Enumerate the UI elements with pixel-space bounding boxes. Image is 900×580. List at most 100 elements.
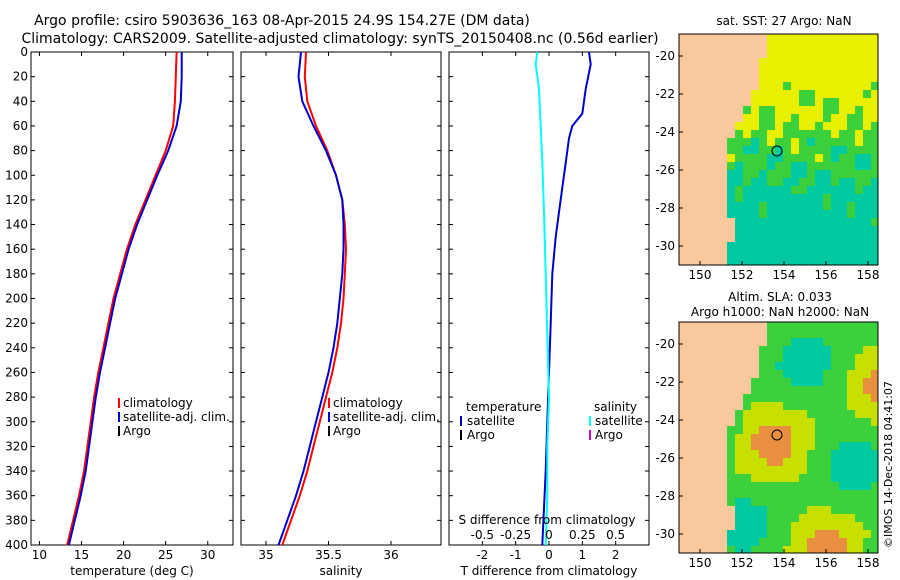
map-cell xyxy=(687,258,695,265)
map-cell xyxy=(799,338,807,346)
map-cell xyxy=(807,42,815,50)
map-cell xyxy=(847,74,855,82)
map-cell xyxy=(815,330,823,338)
map-cell xyxy=(719,450,727,458)
map-cell xyxy=(719,250,727,258)
map-cell xyxy=(871,66,878,74)
map-cell xyxy=(719,338,727,346)
map-cell xyxy=(727,114,735,122)
map-cell xyxy=(863,330,871,338)
map-cell xyxy=(727,90,735,98)
map-cell xyxy=(823,346,831,354)
map-cell xyxy=(695,450,703,458)
map-cell xyxy=(807,162,815,170)
map-cell xyxy=(679,178,687,186)
map-cell xyxy=(775,138,783,146)
map-cell xyxy=(799,90,807,98)
map-cell xyxy=(759,458,767,466)
map-cell xyxy=(775,522,783,530)
map-frame xyxy=(678,321,879,554)
map-cell xyxy=(719,138,727,146)
map-cell xyxy=(743,178,751,186)
map-cell xyxy=(767,338,775,346)
map-cell xyxy=(783,402,791,410)
y-tick-label: 100 xyxy=(5,168,28,182)
map-cell xyxy=(687,74,695,82)
map-cell xyxy=(727,506,735,514)
map-cell xyxy=(759,482,767,490)
map-cell xyxy=(775,490,783,498)
map-cell xyxy=(687,418,695,426)
map-cell xyxy=(695,370,703,378)
map-cell xyxy=(783,234,791,242)
map-cell xyxy=(847,106,855,114)
map-cell xyxy=(703,146,711,154)
map-cell xyxy=(863,322,871,330)
map-cell xyxy=(679,34,687,42)
map-cell xyxy=(767,138,775,146)
x-tick-label-secondary: 0.25 xyxy=(569,528,596,542)
map-cell xyxy=(695,170,703,178)
map-cell xyxy=(791,466,799,474)
map-cell xyxy=(839,330,847,338)
map-cell xyxy=(871,218,878,226)
map-cell xyxy=(807,386,815,394)
map-cell xyxy=(687,170,695,178)
map-cell xyxy=(871,450,878,458)
map-cell xyxy=(799,138,807,146)
x-tick-label-secondary: 0 xyxy=(545,528,553,542)
sla-map-title2: Argo h1000: NaN h2000: NaN xyxy=(691,305,869,319)
map-cell xyxy=(839,458,847,466)
map-cell xyxy=(703,42,711,50)
map-cell xyxy=(703,466,711,474)
map-cell xyxy=(743,474,751,482)
map-cell xyxy=(711,402,719,410)
map-cell xyxy=(855,66,863,74)
map-cell xyxy=(799,122,807,130)
map-cell xyxy=(839,354,847,362)
map-cell xyxy=(823,546,831,553)
map-cell xyxy=(823,146,831,154)
map-cell xyxy=(799,490,807,498)
map-cell xyxy=(775,42,783,50)
map-cell xyxy=(799,106,807,114)
map-cell xyxy=(735,546,743,553)
map-cell xyxy=(759,82,767,90)
map-cell xyxy=(871,514,878,522)
y-tick-label: 140 xyxy=(5,218,28,232)
map-cell xyxy=(783,114,791,122)
map-cell xyxy=(767,106,775,114)
map-cell xyxy=(695,42,703,50)
map-cell xyxy=(775,482,783,490)
map-cell xyxy=(687,354,695,362)
map-cell xyxy=(727,42,735,50)
map-cell xyxy=(703,370,711,378)
map-cell xyxy=(703,186,711,194)
map-cell xyxy=(831,234,839,242)
map-cell xyxy=(783,546,791,553)
map-cell xyxy=(719,354,727,362)
map-cell xyxy=(751,162,759,170)
map-cell xyxy=(751,458,759,466)
map-cell xyxy=(687,402,695,410)
map-cell xyxy=(871,114,878,122)
x-tick-label-secondary: -0.25 xyxy=(500,528,531,542)
map-cell xyxy=(855,226,863,234)
map-cell xyxy=(751,386,759,394)
map-cell xyxy=(751,234,759,242)
map-cell xyxy=(839,58,847,66)
map-cell xyxy=(823,490,831,498)
map-cell xyxy=(735,514,743,522)
x-tick-label: 2 xyxy=(612,548,620,562)
map-cell xyxy=(831,162,839,170)
map-cell xyxy=(791,114,799,122)
map-cell xyxy=(831,250,839,258)
map-cell xyxy=(743,498,751,506)
map-cell xyxy=(831,66,839,74)
map-cell xyxy=(871,402,878,410)
map-cell xyxy=(695,418,703,426)
map-cell xyxy=(767,66,775,74)
map-cell xyxy=(711,506,719,514)
map-cell xyxy=(711,106,719,114)
map-cell xyxy=(743,234,751,242)
